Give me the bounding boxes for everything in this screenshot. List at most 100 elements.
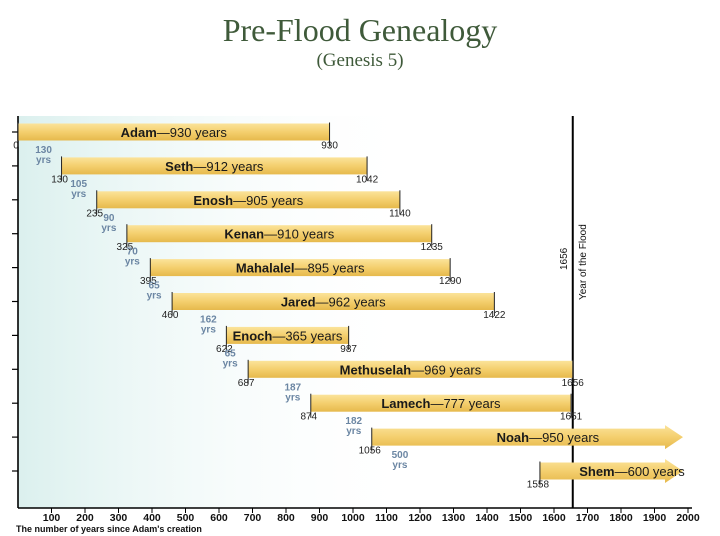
bar-label: Methuselah—969 years [340,362,482,377]
lifespan-bar [61,157,368,175]
gap-value-label: 182 [345,416,362,427]
lifespan-bar [150,259,451,277]
x-tick-label: 900 [311,512,329,524]
gap-value-label: 105 [70,179,87,190]
gap-value-label: 65 [225,348,237,359]
bar-label-name: Jared [281,295,316,310]
bar-label-name: Kenan [224,227,264,242]
bar-label-name: Noah [497,430,530,445]
lifespan-bar [18,123,330,141]
lifespan-arrow [539,459,683,483]
bar-label: Lamech—777 years [381,396,501,411]
bar-label-name: Lamech [381,396,430,411]
lifespan-bar [248,360,573,378]
bar-start-label: 874 [300,412,317,423]
x-tick-label: 100 [43,512,61,524]
bar-label: Noah—950 years [497,430,600,445]
x-tick-label: 1800 [609,512,633,524]
bar-start-label: 235 [86,208,103,219]
lifespan-bar [172,293,495,310]
x-tick-label: 400 [143,512,161,524]
bar-start-label: 1056 [359,446,382,457]
bar-start-label: 1558 [527,480,550,491]
bar-start-label: 687 [238,378,255,389]
flood-year-label: 1656 [559,247,570,270]
bar-end-label: 1656 [562,378,585,389]
x-tick-label: 1400 [475,512,499,524]
bar-label: Seth—912 years [165,159,264,174]
bar-label-span: —895 years [294,261,365,276]
gap-value-label: 90 [103,213,115,224]
bar-end-label: 987 [340,344,357,355]
bar-label-name: Shem [579,464,614,479]
x-tick-label: 300 [110,512,128,524]
x-tick-label: 1600 [542,512,566,524]
bar-label: Kenan—910 years [224,227,334,242]
bar-start-label: 622 [216,344,233,355]
x-tick-label: 1100 [375,512,398,524]
bar-label-span: —600 years [615,464,686,479]
lifespan-bar [126,225,432,243]
bar-label-name: Seth [165,159,193,174]
gap-unit-label: yrs [223,358,238,369]
gap-unit-label: yrs [101,223,116,234]
bar-label-span: —365 years [272,328,343,343]
gap-unit-label: yrs [36,155,51,166]
bar-label-span: —777 years [430,396,501,411]
bar-start-label: 460 [162,310,179,321]
gap-value-label: 500 [392,450,409,461]
bar-label-span: —910 years [264,227,335,242]
gap-unit-label: yrs [392,460,407,471]
gap-unit-label: yrs [201,325,216,336]
bar-label-name: Enosh [193,193,233,208]
bar-end-label: 1290 [439,276,462,287]
x-tick-label: 700 [244,512,262,524]
x-tick-label: 2000 [676,512,700,524]
x-tick-label: 1300 [442,512,466,524]
bar-label-span: —962 years [316,295,387,310]
gap-value-label: 130 [35,145,52,156]
bar-label-span: —905 years [233,193,304,208]
bar-start-label: 395 [140,276,157,287]
bar-label: Jared—962 years [281,295,386,310]
bar-label-name: Adam [121,125,157,140]
bar-label: Enoch—365 years [233,328,343,343]
bar-label-name: Mahalalel [236,261,295,276]
gap-value-label: 187 [284,382,301,393]
gap-unit-label: yrs [346,426,361,437]
x-tick-label: 1700 [576,512,600,524]
x-tick-label: 1500 [509,512,533,524]
bar-label-name: Enoch [233,328,273,343]
x-tick-label: 600 [210,512,228,524]
bar-start-label: 325 [117,242,134,253]
bar-label: Mahalalel—895 years [236,261,365,276]
gap-value-label: 65 [149,281,161,292]
lifespan-bar [310,394,572,412]
x-tick-label: 1900 [643,512,667,524]
gap-unit-label: yrs [125,257,140,268]
bar-end-label: 1042 [356,174,379,185]
bar-start-label: 130 [51,174,68,185]
x-tick-label: 1200 [408,512,432,524]
bar-label: Enosh—905 years [193,193,303,208]
gap-value-label: 70 [127,247,139,258]
x-tick-label: 500 [177,512,195,524]
lifespan-arrow [371,425,683,450]
bar-end-label: 930 [321,141,338,152]
bar-end-label: 1422 [483,310,506,321]
bar-label-span: —969 years [411,362,482,377]
gap-unit-label: yrs [285,392,300,403]
flood-label: Year of the Flood [578,224,589,300]
x-axis-label: The number of years since Adam's creatio… [16,524,202,534]
bar-label-span: —930 years [157,125,228,140]
bar-label-span: —950 years [529,430,600,445]
bar-label: Adam—930 years [121,125,228,140]
lifespan-bar [96,191,400,209]
bar-label-span: —912 years [193,159,264,174]
x-tick-label: 1000 [341,512,365,524]
plot-background [18,116,688,508]
bar-end-label: 1235 [421,242,444,253]
x-tick-label: 800 [277,512,295,524]
